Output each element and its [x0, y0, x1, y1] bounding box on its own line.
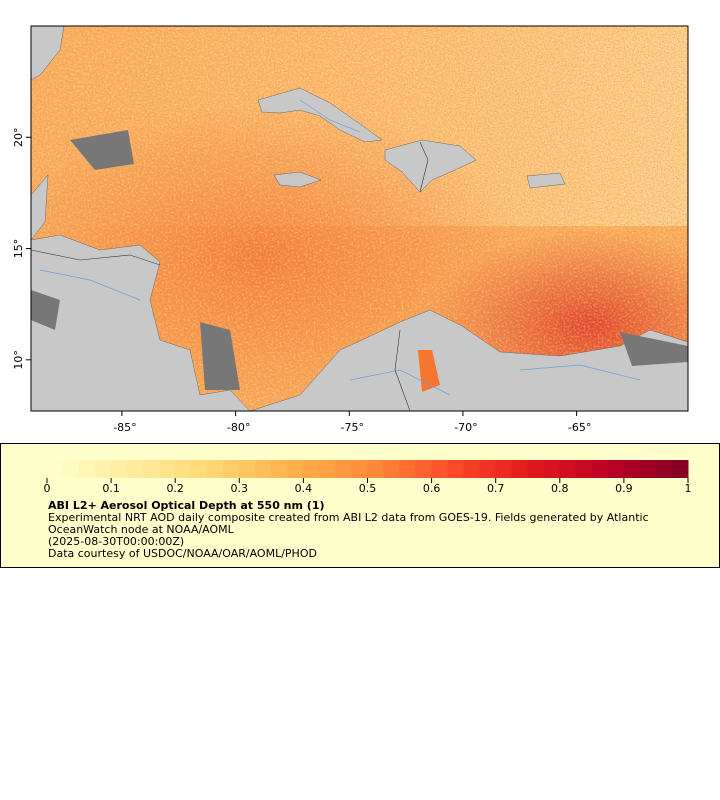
colorbar-tick-label: 0.7 — [487, 482, 505, 495]
legend-text: ABI L2+ Aerosol Optical Depth at 550 nm … — [48, 500, 688, 560]
no-data — [31, 130, 688, 390]
land — [31, 26, 688, 411]
colorbar-swatch — [383, 460, 401, 478]
colorbar-swatch — [559, 460, 577, 478]
colorbar-swatch — [399, 460, 417, 478]
map-area — [31, 26, 688, 411]
legend-line: Experimental NRT AOD daily composite cre… — [48, 511, 649, 524]
legend-line: (2025-08-30T00:00:00Z) — [48, 535, 185, 548]
colorbar-tick-label: 1 — [685, 482, 692, 495]
colorbar-swatch — [543, 460, 561, 478]
colorbar-tick-label: 0.5 — [359, 482, 377, 495]
colorbar-swatch — [335, 460, 352, 478]
y-tick-label: 15° — [12, 239, 25, 258]
x-tick-label: -65° — [568, 421, 591, 434]
colorbar-swatch — [111, 460, 128, 478]
y-tick-label: 20° — [12, 128, 25, 148]
colorbar-swatch — [511, 460, 529, 478]
colorbar-swatch — [591, 460, 609, 478]
x-tick-label: -80° — [227, 421, 250, 434]
colorbar-swatch — [623, 460, 641, 478]
colorbar-swatch — [447, 460, 465, 478]
y-tick-label: 10° — [12, 350, 25, 370]
colorbar-tick-label: 0.3 — [231, 482, 249, 495]
colorbar-swatch — [255, 460, 272, 478]
borders — [31, 141, 429, 411]
colorbar-swatch — [479, 460, 497, 478]
colorbar-swatch — [495, 460, 513, 478]
colorbar-tick-label: 0.8 — [551, 482, 569, 495]
x-tick-label: -75° — [341, 421, 364, 434]
colorbar-swatch — [143, 460, 160, 478]
colorbar-swatch — [607, 460, 625, 478]
colorbar-swatch — [191, 460, 208, 478]
colorbar-tick-label: 0.1 — [102, 482, 120, 495]
colorbar-swatch — [127, 460, 144, 478]
colorbar-swatch — [463, 460, 481, 478]
colorbar-swatch — [79, 460, 96, 478]
colorbar-swatch — [639, 460, 657, 478]
legend-title: ABI L2+ Aerosol Optical Depth at 550 nm … — [48, 499, 325, 512]
colorbar-tick-label: 0.9 — [615, 482, 633, 495]
colorbar-swatch — [239, 460, 256, 478]
colorbar-tick-label: 0 — [44, 482, 51, 495]
colorbar-swatch — [655, 460, 673, 478]
colorbar-swatch — [287, 460, 304, 478]
colorbar-swatch — [415, 460, 433, 478]
map-frame — [30, 25, 689, 412]
rivers — [39, 99, 641, 396]
x-tick-label: -70° — [454, 421, 477, 434]
colorbar-swatch — [575, 460, 593, 478]
colorbar-tick-label: 0.4 — [295, 482, 313, 495]
colorbar-swatch — [47, 460, 64, 478]
x-tick-label: -85° — [113, 421, 136, 434]
colorbar-swatch — [207, 460, 224, 478]
colorbar-swatch — [223, 460, 240, 478]
colorbar-swatch — [527, 460, 545, 478]
legend-line: OceanWatch node at NOAA/AOML — [48, 523, 234, 536]
colorbar-swatch — [271, 460, 288, 478]
colorbar-swatch — [431, 460, 449, 478]
colorbar-swatch — [159, 460, 176, 478]
colorbar-swatch — [95, 460, 112, 478]
colorbar-swatch — [63, 460, 80, 478]
colorbar-swatch — [319, 460, 336, 478]
colorbar-swatch — [367, 460, 385, 478]
colorbar-swatch — [351, 460, 368, 478]
colorbar-swatch — [671, 460, 689, 478]
colorbar-tick-label: 0.2 — [166, 482, 184, 495]
colorbar-swatch — [303, 460, 320, 478]
colorbar-tick-label: 0.6 — [423, 482, 441, 495]
legend-line: Data courtesy of USDOC/NOAA/OAR/AOML/PHO… — [48, 547, 317, 560]
colorbar-swatch — [175, 460, 192, 478]
